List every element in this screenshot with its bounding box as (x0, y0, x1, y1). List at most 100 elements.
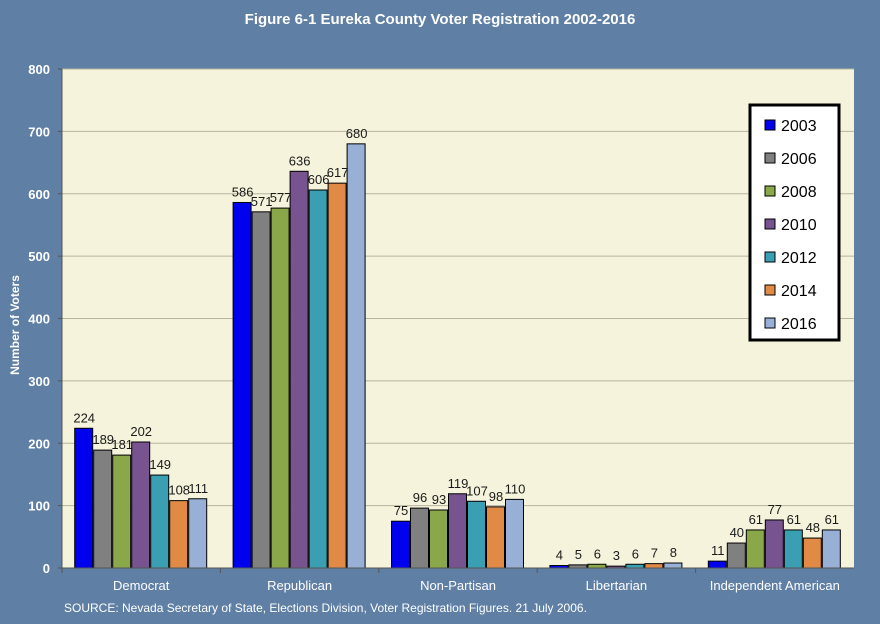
data-label: 617 (327, 165, 349, 180)
data-label: 40 (730, 525, 744, 540)
data-label: 606 (308, 172, 330, 187)
y-tick-label: 500 (28, 249, 50, 264)
bar-2008-democrat (112, 454, 132, 569)
bar-2010-democrat (131, 441, 151, 569)
data-label: 93 (432, 492, 446, 507)
bar-2012-independent-american (783, 529, 803, 569)
data-label: 61 (749, 512, 763, 527)
y-axis-ticks: 0 100 200 300 400 500 600 700 800 (28, 62, 62, 576)
legend-swatch-2016 (764, 317, 776, 329)
y-tick-label: 700 (28, 124, 50, 139)
legend-swatch-2003 (764, 119, 776, 131)
bar-2016-republican (346, 143, 366, 569)
bar-2003-democrat (74, 427, 94, 569)
bar-2012-non-partisan (467, 500, 486, 569)
data-label: 636 (289, 153, 311, 168)
data-label: 571 (251, 194, 273, 209)
legend-swatch-2014 (764, 284, 776, 296)
data-label: 61 (787, 512, 801, 527)
bar-2014-republican (327, 182, 347, 569)
bar-2010-independent-american (764, 519, 784, 569)
bar-2003-non-partisan (391, 520, 410, 569)
data-label: 98 (489, 489, 503, 504)
data-label: 6 (594, 546, 601, 561)
source-note: SOURCE: Nevada Secretary of State, Elect… (64, 601, 587, 615)
bar-2006-independent-american (726, 542, 746, 569)
x-axis-labels: Democrat Republican Non-Partisan Libertaria… (61, 568, 840, 593)
data-label: 5 (575, 547, 582, 562)
bar-2016-non-partisan (505, 498, 524, 569)
legend-label-2012: 2012 (781, 250, 817, 267)
data-label: 181 (111, 437, 133, 452)
data-labels-group: 2241891812021491081115865715776366066176… (73, 126, 839, 563)
data-label: 96 (413, 490, 427, 505)
legend-swatch-2010 (764, 218, 776, 230)
bar-2008-non-partisan (429, 509, 448, 569)
data-label: 6 (632, 546, 639, 561)
data-label: 8 (670, 545, 677, 560)
data-label: 111 (188, 481, 208, 496)
legend-swatch-2012 (764, 251, 776, 263)
bar-2010-non-partisan (448, 493, 467, 569)
bar-2014-democrat (169, 500, 189, 569)
bar-2008-independent-american (745, 529, 765, 569)
x-category-label: Democrat (113, 578, 170, 593)
y-tick-label: 200 (28, 436, 50, 451)
data-label: 48 (806, 520, 820, 535)
bar-2012-republican (308, 189, 328, 569)
bar-2014-non-partisan (486, 506, 505, 569)
data-label: 107 (466, 483, 488, 498)
data-label: 680 (346, 126, 368, 141)
bar-2016-independent-american (821, 529, 841, 569)
legend-label-2008: 2008 (781, 184, 817, 201)
legend-label-2003: 2003 (781, 118, 817, 135)
legend-swatch-2006 (764, 152, 776, 164)
bar-2008-republican (270, 207, 290, 569)
y-tick-label: 800 (28, 62, 50, 77)
data-label: 11 (711, 543, 725, 558)
x-category-label: Libertarian (586, 578, 647, 593)
bar-2008-libertarian (587, 563, 607, 569)
bar-2016-democrat (188, 498, 208, 569)
legend-label-2010: 2010 (781, 217, 817, 234)
data-label: 7 (651, 546, 658, 561)
bar-2014-libertarian (644, 563, 664, 569)
data-label: 577 (270, 190, 292, 205)
y-tick-label: 0 (43, 561, 50, 576)
y-axis-label: Number of Voters (8, 275, 22, 375)
data-label: 189 (92, 432, 114, 447)
bar-2006-non-partisan (410, 507, 429, 569)
x-category-label: Independent American (710, 578, 840, 593)
data-label: 108 (168, 483, 190, 498)
bar-2006-democrat (93, 449, 113, 569)
bar-2012-democrat (150, 474, 170, 569)
x-category-label: Non-Partisan (420, 578, 496, 593)
y-tick-label: 300 (28, 374, 50, 389)
chart-title: Figure 6-1 Eureka County Voter Registrat… (245, 11, 636, 28)
y-tick-label: 600 (28, 187, 50, 202)
bar-2003-independent-american (707, 560, 727, 569)
data-label: 77 (768, 502, 782, 517)
legend: 2003 2006 2008 2010 2012 2014 2016 (748, 103, 841, 342)
data-label: 586 (232, 184, 254, 199)
bar-2012-libertarian (625, 563, 645, 569)
y-tick-label: 400 (28, 312, 50, 327)
data-label: 3 (613, 548, 620, 563)
data-label: 202 (130, 424, 152, 439)
data-label: 110 (505, 481, 526, 496)
bar-2010-republican (289, 170, 309, 569)
y-tick-label: 100 (28, 499, 50, 514)
data-label: 224 (73, 410, 95, 425)
data-label: 75 (394, 503, 408, 518)
legend-label-2016: 2016 (781, 316, 817, 333)
data-label: 149 (149, 457, 171, 472)
bar-2003-republican (232, 201, 252, 569)
data-label: 4 (556, 548, 563, 563)
bar-2016-libertarian (663, 562, 683, 569)
bar-2006-republican (251, 211, 271, 569)
legend-swatch-2008 (764, 185, 776, 197)
legend-label-2006: 2006 (781, 151, 817, 168)
data-label: 119 (448, 476, 469, 491)
data-label: 61 (825, 512, 839, 527)
